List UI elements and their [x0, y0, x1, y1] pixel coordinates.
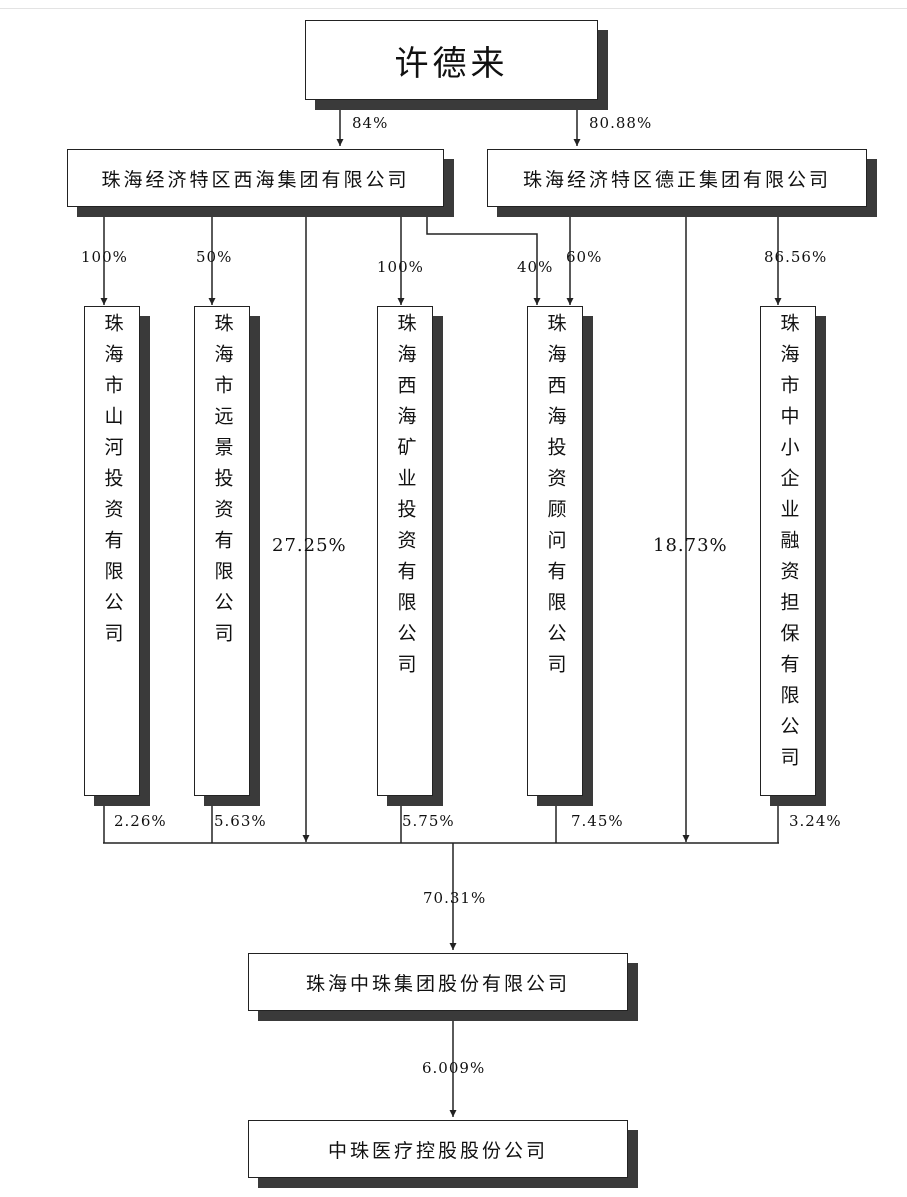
node-zhongzhu: 珠海中珠集团股份有限公司 [248, 953, 628, 1011]
node-xihai-group-label: 珠海经济特区西海集团有限公司 [101, 168, 410, 191]
node-danbao: 珠海市中小企业融资担保有限公司 [760, 306, 816, 796]
node-top-person: 许德来 [305, 20, 598, 100]
node-guwen-label: 珠海西海投资顾问有限公司 [544, 313, 567, 685]
line-xihai-to-guwen [426, 210, 541, 305]
pct-dezheng-direct: 18.73% [653, 535, 728, 556]
node-target: 中珠医疗控股股份公司 [248, 1120, 628, 1178]
node-danbao-label: 珠海市中小企业融资担保有限公司 [777, 313, 800, 778]
pct-dezheng-to-danbao: 86.56% [764, 248, 828, 266]
pct-danbao-out: 3.24% [789, 812, 842, 830]
pct-shanhe-out: 2.26% [114, 812, 167, 830]
pct-kuangye-out: 5.75% [402, 812, 455, 830]
pct-xihai-to-shanhe: 100% [81, 248, 128, 266]
pct-total-to-zhongzhu: 70.31% [423, 889, 487, 907]
node-kuangye: 珠海西海矿业投资有限公司 [377, 306, 433, 796]
pct-xihai-to-yuanjing: 50% [196, 248, 233, 266]
pct-top-to-dezheng: 80.88% [589, 114, 653, 132]
node-shanhe: 珠海市山河投资有限公司 [84, 306, 140, 796]
node-yuanjing: 珠海市远景投资有限公司 [194, 306, 250, 796]
pct-yuanjing-out: 5.63% [214, 812, 267, 830]
top-rule [0, 8, 907, 9]
node-xihai-group: 珠海经济特区西海集团有限公司 [67, 149, 444, 207]
node-kuangye-label: 珠海西海矿业投资有限公司 [394, 313, 417, 685]
pct-zhongzhu-to-target: 6.009% [422, 1059, 486, 1077]
node-top-person-label: 许德来 [394, 43, 509, 84]
node-yuanjing-label: 珠海市远景投资有限公司 [211, 313, 234, 654]
node-zhongzhu-label: 珠海中珠集团股份有限公司 [305, 972, 570, 995]
pct-dezheng-to-guwen: 60% [566, 248, 603, 266]
node-guwen: 珠海西海投资顾问有限公司 [527, 306, 583, 796]
node-dezheng-group-label: 珠海经济特区德正集团有限公司 [522, 168, 831, 191]
node-dezheng-group: 珠海经济特区德正集团有限公司 [487, 149, 867, 207]
pct-top-to-xihai: 84% [352, 114, 389, 132]
pct-xihai-direct: 27.25% [272, 535, 347, 556]
node-shanhe-label: 珠海市山河投资有限公司 [101, 313, 124, 654]
pct-xihai-to-kuangye: 100% [377, 258, 424, 276]
pct-xihai-to-guwen: 40% [517, 258, 554, 276]
node-target-label: 中珠医疗控股股份公司 [327, 1139, 548, 1162]
pct-guwen-out: 7.45% [571, 812, 624, 830]
